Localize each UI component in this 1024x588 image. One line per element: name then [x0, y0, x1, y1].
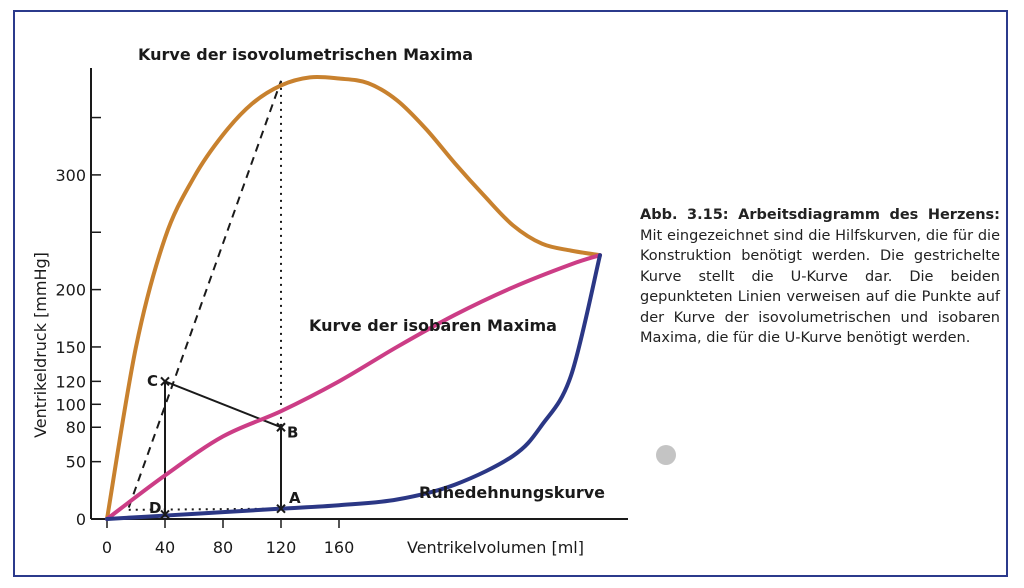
- x-tick-label: 0: [102, 538, 112, 557]
- point-label: A: [289, 489, 301, 507]
- figure-frame: [13, 10, 1008, 577]
- x-tick-label: 160: [324, 538, 355, 557]
- y-tick-label: 50: [66, 453, 86, 472]
- x-tick-label: 80: [213, 538, 233, 557]
- caption-body: Mit eingezeichnet sind die Hilfskurven, …: [640, 227, 1000, 347]
- point-label: D: [149, 499, 161, 517]
- curves: [105, 74, 602, 521]
- figure-caption: Abb. 3.15: Arbeitsdiagramm des Herzens: …: [640, 205, 1000, 349]
- isovolumetric-curve-label: Kurve der isovolumetrischen Maxima: [138, 45, 473, 64]
- x-axis-label: Ventrikelvolumen [ml]: [407, 538, 584, 557]
- resting-curve-label: Ruhedehnungskurve: [419, 483, 605, 502]
- y-tick-label: 300: [55, 166, 86, 185]
- point-marker: [160, 376, 170, 387]
- isobaric-maxima-curve: [105, 253, 602, 521]
- point-d: D: [149, 499, 170, 520]
- point-a: A: [276, 489, 301, 514]
- x-tick-label: 40: [155, 538, 175, 557]
- y-tick-label: 120: [55, 372, 86, 391]
- u-curve-dashed: [127, 80, 282, 508]
- point-marker: [276, 422, 286, 432]
- y-tick-label: 0: [76, 510, 86, 529]
- point-label: C: [147, 372, 158, 390]
- isobaric-curve-label: Kurve der isobaren Maxima: [309, 316, 557, 335]
- point-c: C: [147, 372, 170, 390]
- point-b: B: [276, 422, 298, 442]
- y-tick-label: 80: [66, 418, 86, 437]
- axes: [90, 68, 628, 520]
- resting-tension-curve: [105, 253, 602, 521]
- work-diagram-chart: 0 50 80 100 120 150 200 300 0 40 80 120 160 A B C D Ven…: [31, 45, 628, 557]
- ticks: 0 50 80 100 120 150 200 300 0 40 80 120 160: [55, 116, 355, 557]
- gray-dot: [656, 445, 676, 465]
- y-tick-label: 100: [55, 395, 86, 414]
- point-marker: [160, 509, 170, 520]
- caption-title: Abb. 3.15: Arbeitsdiagramm des Herzens:: [640, 207, 1000, 223]
- points: A B C D: [147, 372, 301, 520]
- y-axis-label: Ventrikeldruck [mmHg]: [31, 252, 50, 438]
- x-tick-label: 120: [266, 538, 297, 557]
- point-label: B: [287, 424, 298, 442]
- point-marker: [276, 503, 286, 514]
- y-tick-label: 200: [55, 281, 86, 300]
- y-tick-label: 150: [55, 338, 86, 357]
- isovolumetric-maxima-curve: [105, 74, 602, 521]
